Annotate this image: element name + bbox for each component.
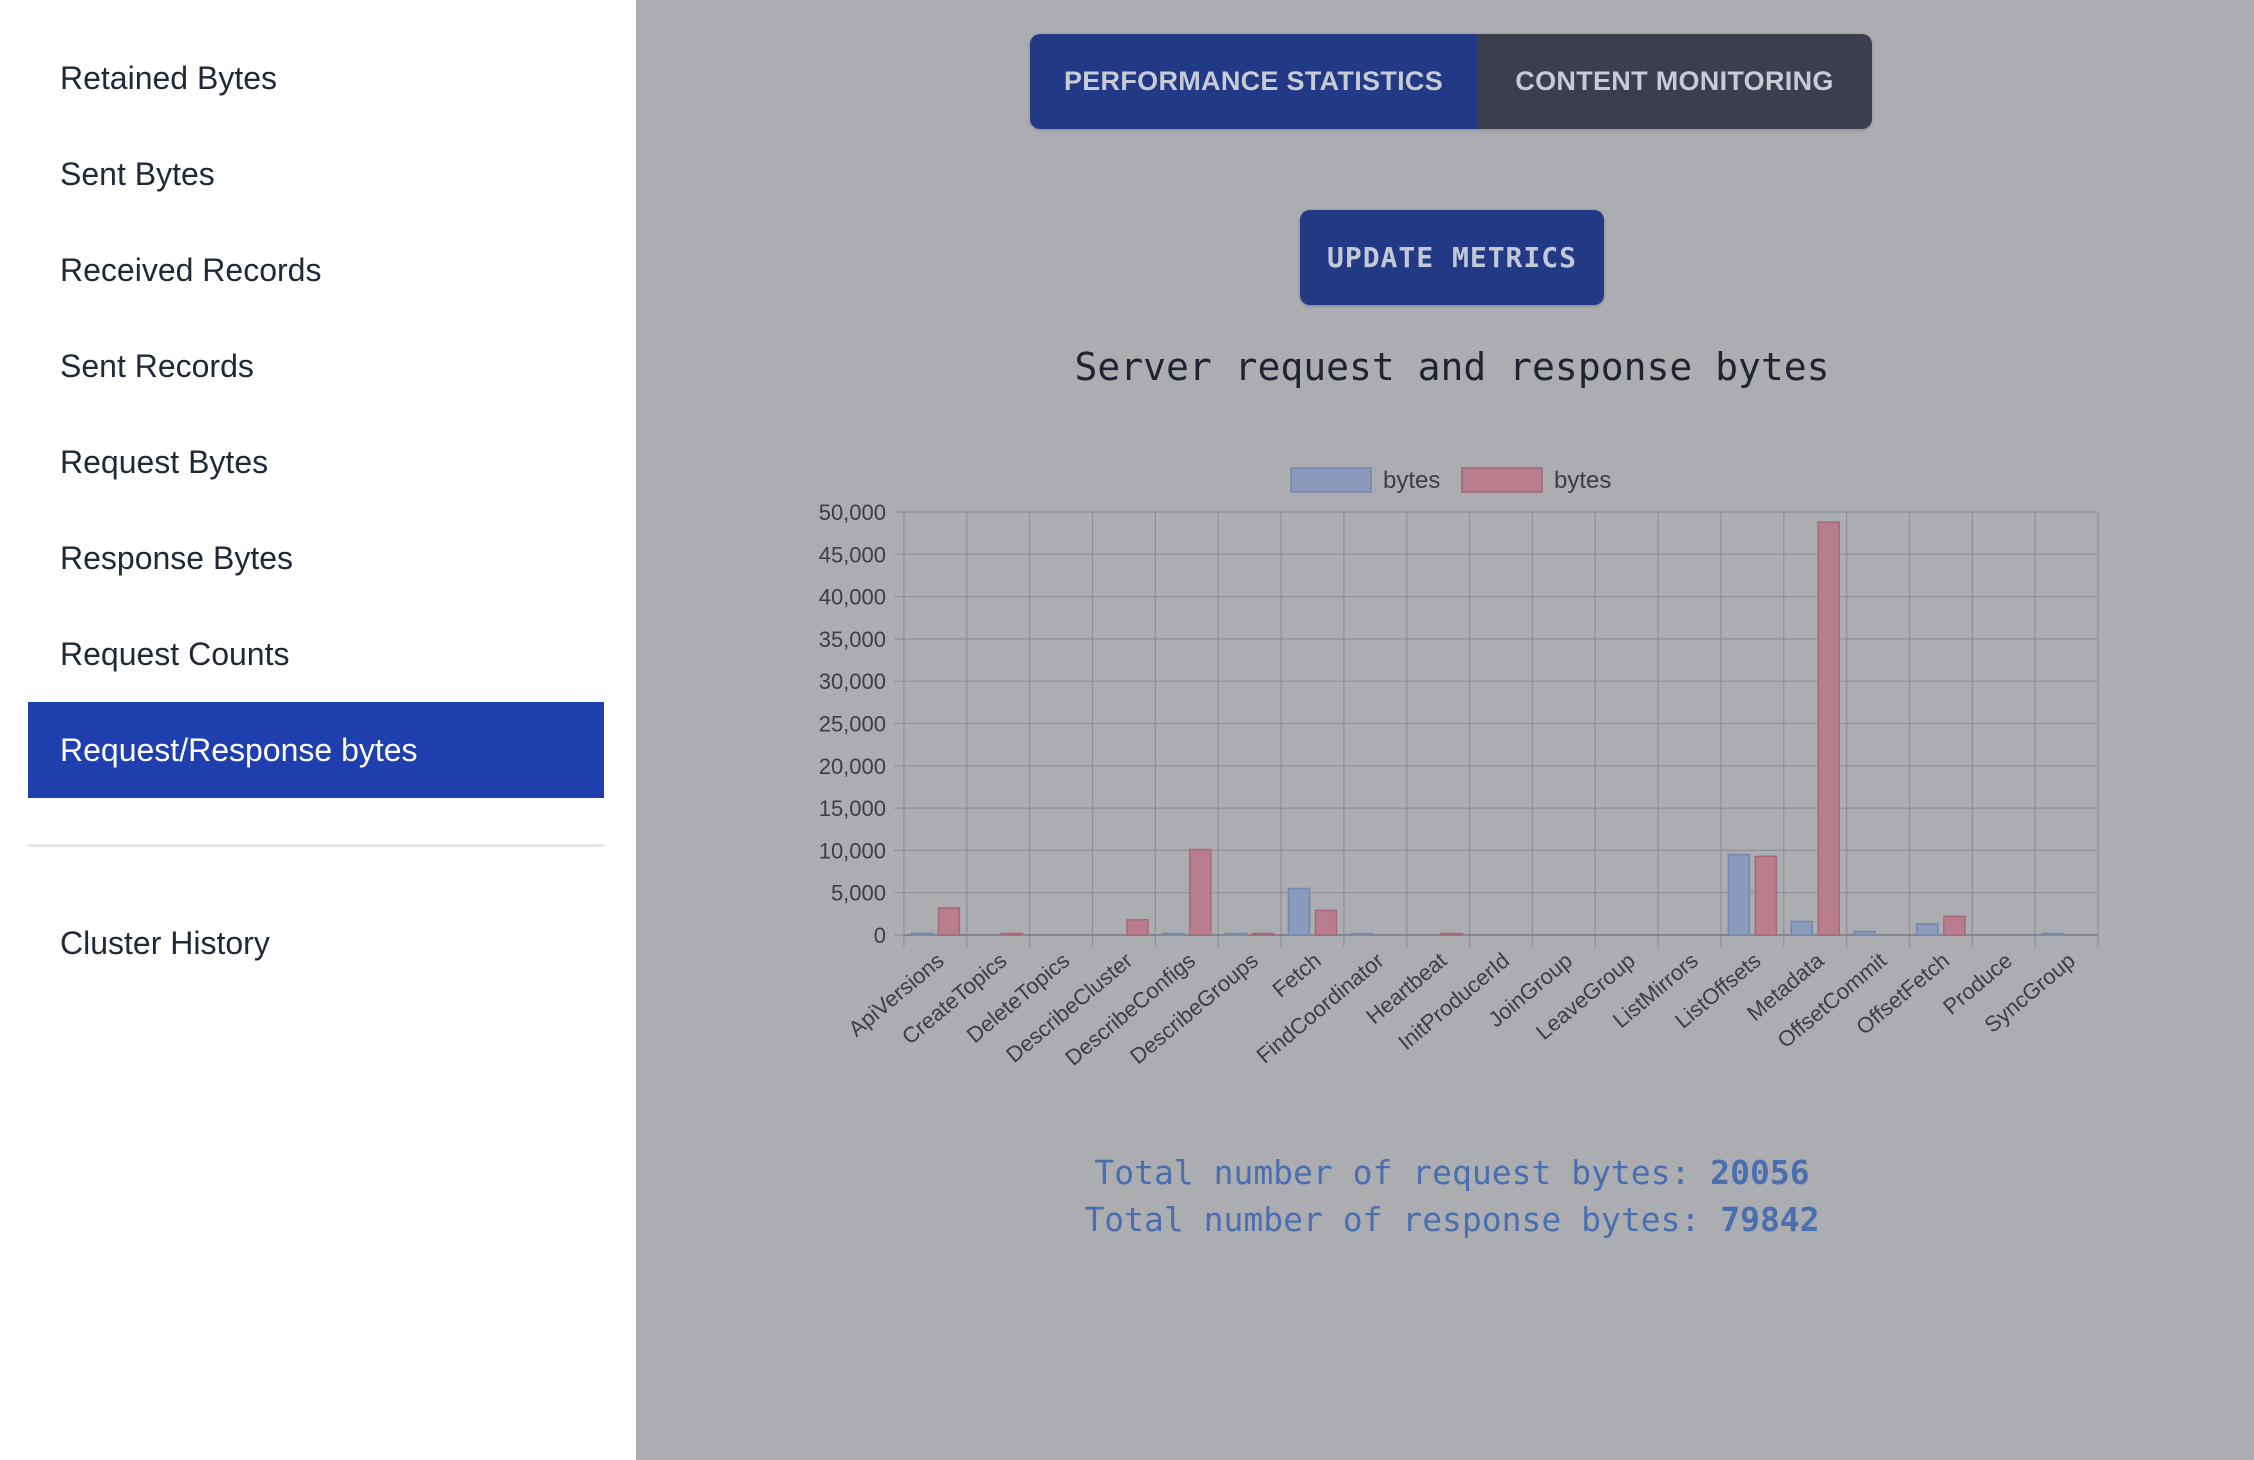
sidebar: Retained Bytes Sent Bytes Received Recor… <box>0 0 636 1460</box>
total-request-label: Total number of request bytes: <box>1094 1153 1711 1192</box>
sidebar-item-cluster-history[interactable]: Cluster History <box>28 895 604 991</box>
sidebar-divider <box>28 844 604 847</box>
y-tick-label: 15,000 <box>819 796 886 821</box>
sidebar-item-sent-bytes[interactable]: Sent Bytes <box>28 126 604 222</box>
legend-label: bytes <box>1383 467 1440 494</box>
bar-series-1 <box>1350 932 1374 936</box>
total-response-label: Total number of response bytes: <box>1084 1200 1721 1239</box>
tab-performance-statistics[interactable]: PERFORMANCE STATISTICS <box>1030 34 1477 129</box>
sidebar-item-label: Request/Response bytes <box>60 731 418 768</box>
bar-series-2 <box>1754 855 1778 936</box>
bar-series-2 <box>1314 909 1338 936</box>
sidebar-item-label: Request Counts <box>60 635 290 672</box>
update-metrics-button[interactable]: UPDATE METRICS <box>1300 210 1604 305</box>
total-response-value: 79842 <box>1720 1200 1820 1239</box>
bar-series-2 <box>1126 919 1149 936</box>
sidebar-item-response-bytes[interactable]: Response Bytes <box>28 510 604 606</box>
tab-content-monitoring[interactable]: CONTENT MONITORING <box>1477 34 1872 129</box>
y-tick-label: 5,000 <box>831 881 886 906</box>
bar-series-1 <box>1287 887 1311 936</box>
total-request-bytes: Total number of request bytes: 20056 <box>636 1153 2254 1192</box>
y-tick-label: 30,000 <box>819 669 886 694</box>
sidebar-item-label: Sent Records <box>60 347 254 384</box>
y-tick-label: 20,000 <box>819 754 886 779</box>
y-tick-label: 0 <box>874 923 886 948</box>
total-request-value: 20056 <box>1710 1153 1810 1192</box>
bar-series-2 <box>1189 848 1212 936</box>
chart-title: Server request and response bytes <box>1074 345 1830 389</box>
sidebar-item-retained-bytes[interactable]: Retained Bytes <box>28 30 604 126</box>
sidebar-item-request-response-bytes[interactable]: Request/Response bytes <box>28 702 604 798</box>
bar-series-2 <box>1251 932 1275 936</box>
bar-series-1 <box>1790 920 1813 936</box>
bar-series-1 <box>1162 932 1185 936</box>
legend-swatch <box>1461 467 1543 493</box>
bar-series-1 <box>1853 930 1876 936</box>
total-response-bytes: Total number of response bytes: 79842 <box>636 1200 2254 1239</box>
bar-series-2 <box>1440 932 1463 936</box>
bar-series-1 <box>1224 932 1248 936</box>
legend-label: bytes <box>1554 467 1611 494</box>
bar-series-1 <box>1727 853 1751 936</box>
y-tick-label: 40,000 <box>819 585 886 610</box>
bar-series-1 <box>910 932 934 936</box>
view-tabs: PERFORMANCE STATISTICS CONTENT MONITORIN… <box>1030 34 1872 129</box>
sidebar-item-label: Response Bytes <box>60 539 294 576</box>
bar-series-2 <box>1817 521 1840 936</box>
y-tick-label: 10,000 <box>819 838 886 863</box>
sidebar-item-request-bytes[interactable]: Request Bytes <box>28 414 604 510</box>
y-tick-label: 25,000 <box>819 712 886 737</box>
y-tick-label: 35,000 <box>819 627 886 652</box>
sidebar-item-label: Cluster History <box>60 924 270 961</box>
sidebar-item-request-counts[interactable]: Request Counts <box>28 606 604 702</box>
y-tick-label: 50,000 <box>819 500 886 525</box>
sidebar-item-label: Sent Bytes <box>60 155 215 192</box>
sidebar-item-label: Request Bytes <box>60 443 269 480</box>
sidebar-item-label: Retained Bytes <box>60 59 278 96</box>
bar-series-1 <box>1916 923 1939 936</box>
bar-series-2 <box>1000 932 1024 936</box>
sidebar-item-received-records[interactable]: Received Records <box>28 222 604 318</box>
bar-series-1 <box>2041 932 2065 936</box>
bar-series-2 <box>1943 915 1966 936</box>
bar-chart: 50,000 45,000 40,000 35,000 30,000 25,000 20,0… <box>819 467 2099 1071</box>
main-content: PERFORMANCE STATISTICS CONTENT MONITORIN… <box>636 0 2254 1460</box>
sidebar-item-label: Received Records <box>60 251 322 288</box>
y-tick-label: 45,000 <box>819 542 886 567</box>
x-tick-label: OffsetCommit <box>1772 948 1891 1053</box>
sidebar-item-sent-records[interactable]: Sent Records <box>28 318 604 414</box>
bar-series-2 <box>937 907 961 936</box>
legend-swatch <box>1290 467 1372 493</box>
